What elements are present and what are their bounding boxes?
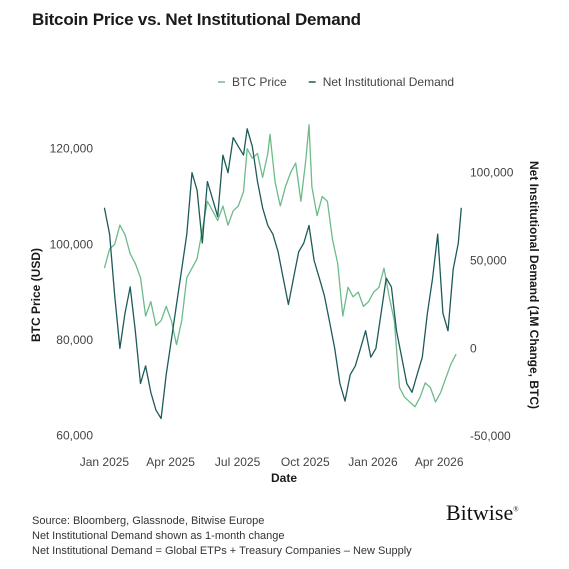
logo-text: Bitwise bbox=[446, 500, 514, 525]
x-tick-label: Jan 2025 bbox=[80, 455, 130, 469]
left-axis: 60,000 80,000 100,000 120,000 bbox=[50, 142, 94, 443]
source-note: Source: Bloomberg, Glassnode, Bitwise Eu… bbox=[32, 514, 412, 559]
y2-tick-label: -50,000 bbox=[470, 429, 511, 443]
y-tick-label: 120,000 bbox=[50, 142, 94, 156]
registered-mark: ® bbox=[513, 505, 519, 514]
x-tick-label: Apr 2025 bbox=[146, 455, 195, 469]
x-axis: Jan 2025 Apr 2025 Jul 2025 Oct 2025 Jan 2026… bbox=[80, 455, 464, 469]
chart-title: Bitcoin Price vs. Net Institutional Dema… bbox=[32, 10, 361, 29]
x-tick-label: Jan 2026 bbox=[348, 455, 398, 469]
x-tick-label: Jul 2025 bbox=[215, 455, 261, 469]
bitwise-logo: Bitwise® bbox=[446, 500, 519, 526]
plot-area bbox=[103, 124, 462, 420]
legend-label: BTC Price bbox=[232, 75, 287, 89]
source-line: Net Institutional Demand = Global ETPs +… bbox=[32, 545, 412, 557]
legend-label: Net Institutional Demand bbox=[323, 75, 454, 89]
x-axis-label: Date bbox=[271, 471, 297, 485]
y2-tick-label: 50,000 bbox=[470, 254, 507, 268]
right-axis: -50,000 0 50,000 100,000 bbox=[470, 166, 514, 444]
legend: BTC Price Net Institutional Demand bbox=[218, 75, 454, 89]
y-axis-label: BTC Price (USD) bbox=[29, 248, 43, 342]
series-line-btc-price bbox=[103, 124, 457, 408]
series-line-net-institutional-demand bbox=[103, 128, 462, 420]
y-tick-label: 80,000 bbox=[56, 333, 93, 347]
y2-axis-label: Net Institutional Demand (1M Change, BTC… bbox=[527, 161, 541, 409]
y-tick-label: 100,000 bbox=[50, 237, 94, 251]
y-tick-label: 60,000 bbox=[56, 428, 93, 442]
x-tick-label: Apr 2026 bbox=[415, 455, 464, 469]
source-line: Source: Bloomberg, Glassnode, Bitwise Eu… bbox=[32, 515, 265, 527]
source-line: Net Institutional Demand shown as 1-mont… bbox=[32, 530, 285, 542]
y2-tick-label: 0 bbox=[470, 341, 477, 355]
y2-tick-label: 100,000 bbox=[470, 166, 514, 180]
x-tick-label: Oct 2025 bbox=[281, 455, 330, 469]
